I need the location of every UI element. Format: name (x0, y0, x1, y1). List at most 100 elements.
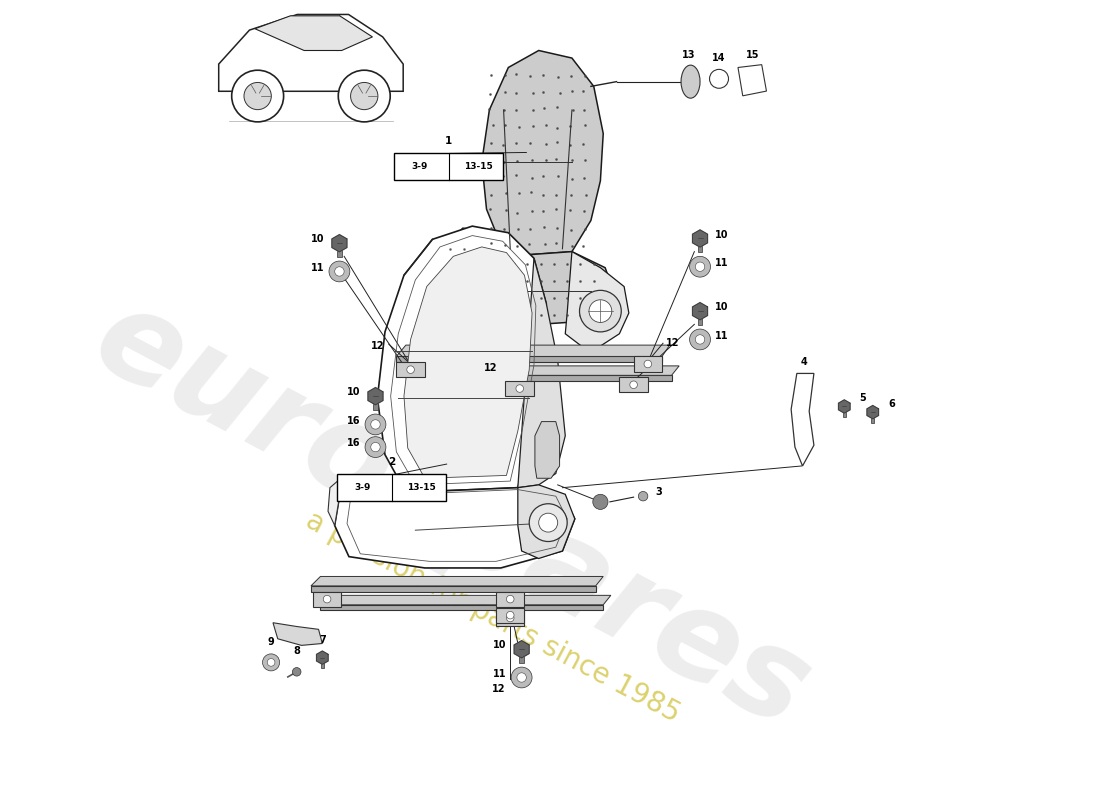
FancyBboxPatch shape (337, 474, 447, 501)
Polygon shape (738, 65, 767, 96)
Text: 3-9: 3-9 (411, 162, 427, 171)
Polygon shape (406, 366, 679, 375)
Bar (519, 650, 524, 662)
Text: 8: 8 (294, 646, 300, 656)
Polygon shape (368, 387, 383, 405)
Polygon shape (396, 357, 662, 362)
Text: 13: 13 (682, 50, 695, 60)
Text: 13-15: 13-15 (407, 483, 436, 492)
Circle shape (539, 513, 558, 532)
Polygon shape (506, 381, 534, 396)
Polygon shape (634, 357, 662, 371)
Text: 5: 5 (859, 393, 866, 403)
Bar (871, 412, 874, 422)
Ellipse shape (681, 65, 700, 98)
Text: 10: 10 (715, 230, 728, 240)
Polygon shape (453, 252, 615, 324)
Polygon shape (518, 258, 565, 488)
Polygon shape (311, 586, 595, 591)
Text: a passion for parts since 1985: a passion for parts since 1985 (301, 506, 685, 728)
Polygon shape (396, 362, 425, 378)
Bar (843, 406, 846, 417)
Circle shape (517, 673, 526, 682)
Polygon shape (311, 577, 603, 586)
Polygon shape (496, 591, 525, 606)
FancyBboxPatch shape (394, 154, 503, 180)
Text: 11: 11 (310, 262, 324, 273)
Circle shape (690, 329, 711, 350)
Polygon shape (565, 252, 629, 346)
Polygon shape (406, 375, 672, 381)
Polygon shape (791, 374, 814, 466)
Polygon shape (320, 595, 610, 605)
Text: 13-15: 13-15 (463, 162, 493, 171)
Polygon shape (535, 422, 560, 478)
Circle shape (329, 261, 350, 282)
Circle shape (512, 667, 532, 688)
Polygon shape (482, 50, 603, 256)
Circle shape (506, 611, 514, 619)
Text: 16: 16 (346, 416, 361, 426)
Polygon shape (377, 226, 547, 493)
Polygon shape (328, 475, 373, 526)
Text: 12: 12 (492, 684, 506, 694)
Text: 12: 12 (371, 341, 384, 351)
Circle shape (644, 360, 651, 368)
Circle shape (695, 334, 705, 344)
Text: 3-9: 3-9 (354, 483, 371, 492)
Circle shape (365, 437, 386, 458)
Text: 10: 10 (310, 234, 324, 244)
Circle shape (365, 414, 386, 435)
Text: 16: 16 (346, 438, 361, 448)
Circle shape (690, 256, 711, 277)
Circle shape (695, 262, 705, 271)
Circle shape (407, 366, 415, 374)
Polygon shape (255, 16, 373, 50)
Text: 10: 10 (346, 387, 361, 398)
Text: 4: 4 (801, 357, 807, 367)
Bar (697, 238, 702, 252)
Text: 7: 7 (319, 634, 326, 645)
Circle shape (371, 420, 381, 429)
Polygon shape (496, 610, 525, 626)
Circle shape (351, 82, 378, 110)
Text: 3: 3 (656, 487, 662, 498)
Circle shape (323, 595, 331, 603)
Polygon shape (449, 228, 482, 318)
Polygon shape (404, 247, 532, 478)
Text: 9: 9 (267, 637, 275, 646)
Circle shape (334, 266, 344, 276)
Text: 11: 11 (493, 669, 506, 678)
Polygon shape (312, 591, 341, 606)
Polygon shape (867, 406, 879, 418)
Text: 15: 15 (746, 50, 759, 60)
Bar (320, 658, 324, 668)
Circle shape (638, 491, 648, 501)
Polygon shape (320, 605, 603, 610)
Polygon shape (396, 345, 670, 357)
Polygon shape (619, 378, 648, 392)
Polygon shape (518, 485, 575, 558)
Polygon shape (334, 483, 575, 568)
Circle shape (506, 614, 514, 622)
Text: eurospares: eurospares (74, 276, 828, 754)
Polygon shape (273, 622, 322, 646)
Bar (338, 243, 342, 257)
Text: 2: 2 (388, 457, 395, 467)
Circle shape (588, 300, 612, 322)
Circle shape (232, 70, 284, 122)
Circle shape (506, 595, 514, 603)
Text: 11: 11 (715, 330, 728, 341)
Polygon shape (496, 608, 525, 622)
Circle shape (593, 494, 608, 510)
Text: 12: 12 (666, 338, 680, 348)
Bar (373, 396, 377, 410)
Polygon shape (693, 230, 707, 247)
Text: 6: 6 (888, 398, 894, 409)
Circle shape (710, 70, 728, 88)
Polygon shape (693, 302, 707, 320)
Text: 11: 11 (715, 258, 728, 268)
Text: 12: 12 (484, 362, 498, 373)
Polygon shape (317, 651, 328, 664)
Circle shape (263, 654, 279, 671)
